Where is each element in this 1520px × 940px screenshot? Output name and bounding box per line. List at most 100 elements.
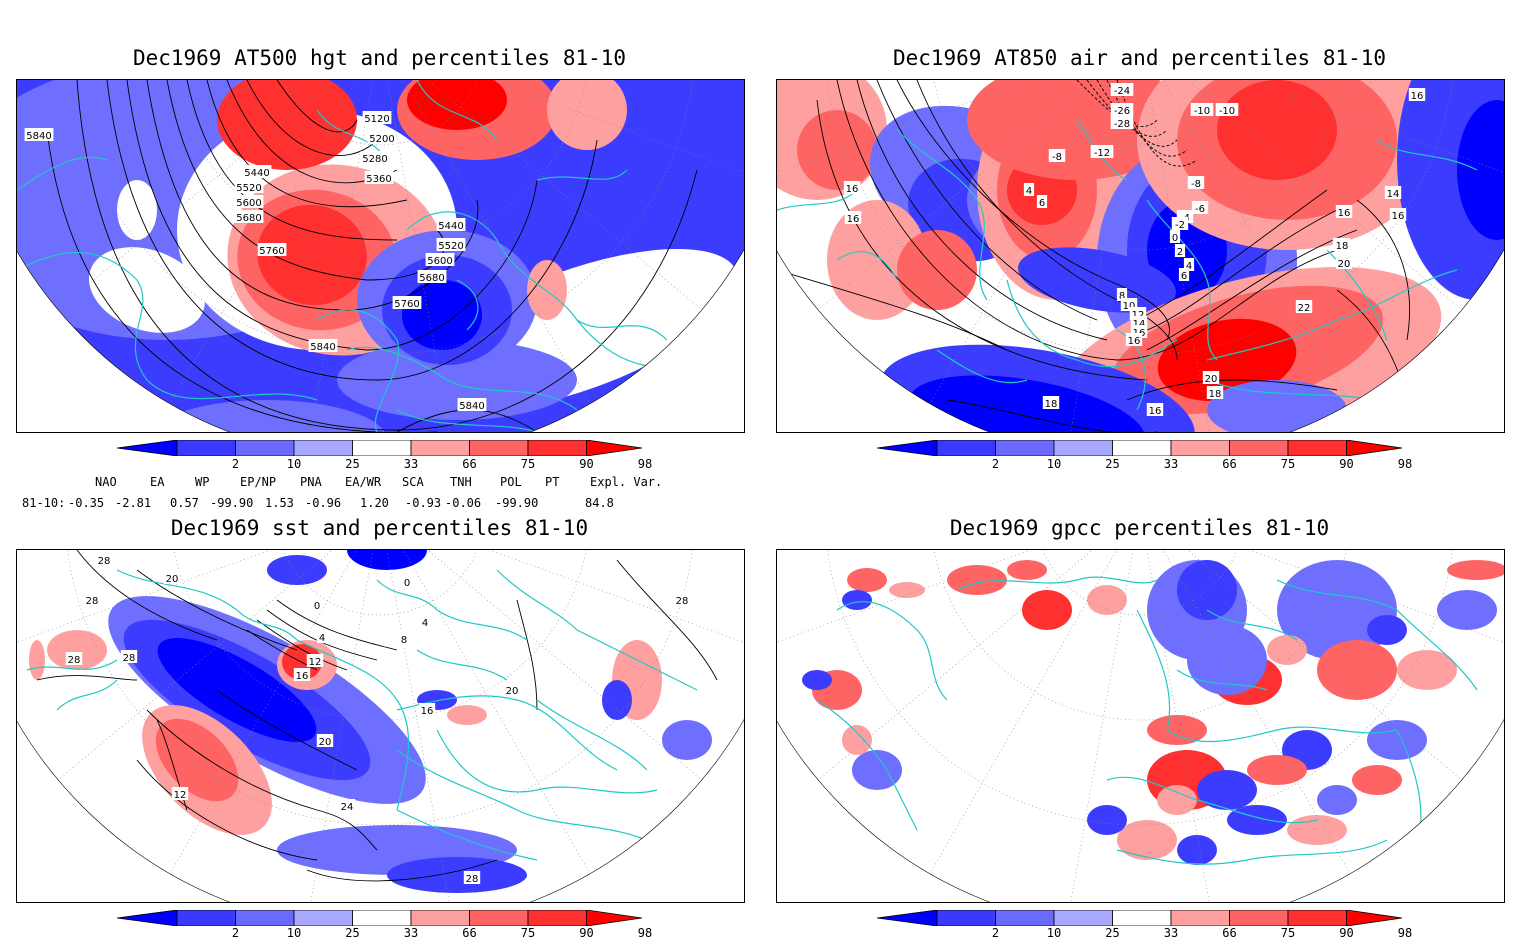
index-value: -0.06	[445, 496, 482, 510]
anomaly-shade	[1397, 650, 1457, 690]
contour-label-box	[1116, 288, 1128, 301]
anomaly-shade	[1087, 805, 1127, 835]
contour-label-box	[1191, 201, 1209, 214]
colorbar-tick-label: 10	[1046, 457, 1062, 471]
contour-label-box	[65, 652, 83, 665]
contour-label-box	[1206, 386, 1224, 399]
colorbar-segment	[235, 909, 295, 927]
contour-label-box	[1174, 244, 1186, 257]
index-header: EA	[150, 475, 165, 489]
panel-4-map	[776, 549, 1505, 903]
anomaly-shade	[802, 670, 832, 690]
contour-label-box	[1146, 403, 1164, 416]
colorbar-1	[116, 439, 643, 457]
contour-label-box	[1110, 103, 1134, 116]
colorbar-segment	[995, 909, 1055, 927]
contour-labels: 5840 5120 5200 5280 5360 5440 5520 5600 5680 5760…	[24, 111, 487, 412]
contour-label: 6	[1181, 271, 1187, 282]
contour-label-box	[1335, 205, 1353, 218]
colorbar-tick-label: 2	[991, 457, 1000, 471]
contour-label-box	[1110, 116, 1134, 129]
anomaly-shade	[88, 247, 206, 333]
teleconnection-headers: NAO EA WP EP/NP PNA EA/WR SCA TNH POL PT Expl. Var…	[0, 475, 700, 491]
contour-label: 28	[68, 655, 81, 666]
contour-label: 16	[1149, 406, 1162, 417]
panel-2-svg: -24-26-28-10-1016-8-1246-8-6-4-202468101…	[777, 80, 1504, 432]
anomaly-shade	[1287, 815, 1347, 845]
index-header: EA/WR	[345, 475, 382, 489]
contour-label: 5440	[244, 168, 269, 179]
anomaly-shade	[1157, 785, 1197, 815]
colorbar-arrow-low	[116, 909, 178, 927]
contour-label: 18	[1336, 241, 1349, 252]
anomaly-shade	[1352, 765, 1402, 795]
contour-label-box	[311, 598, 323, 611]
contour-label-box	[1042, 396, 1060, 409]
contour-label: 28	[466, 874, 479, 885]
index-row-label: 81-10:	[22, 496, 66, 510]
contour-label: 28	[676, 596, 689, 607]
anomaly-shade	[1267, 635, 1307, 665]
anomaly-shade	[1247, 755, 1307, 785]
colorbar-tick-label: 75	[1280, 926, 1296, 940]
colorbar-segment	[293, 909, 353, 927]
anomaly-shade	[1007, 560, 1047, 580]
contour-label: 4	[319, 633, 325, 644]
contour-label-box	[364, 171, 394, 184]
contours	[36, 550, 718, 882]
contour-label-box	[503, 683, 521, 696]
index-value: 1.20	[360, 496, 389, 510]
anomaly-shade	[217, 80, 357, 170]
contour-label-box	[1110, 83, 1134, 96]
contour-label: 5440	[438, 221, 463, 232]
colorbar-arrow-high	[1346, 909, 1403, 927]
colorbar-tick-label: 10	[286, 926, 302, 940]
contour-label: 14	[1133, 319, 1146, 330]
anomaly-shade	[852, 750, 902, 790]
colorbar-segment	[235, 439, 295, 457]
contour-label: 16	[846, 184, 859, 195]
colorbar-segment	[1112, 909, 1172, 927]
colorbar-tick-label: 98	[637, 457, 653, 471]
contour-label-box	[234, 195, 264, 208]
contour-label: 16	[1128, 336, 1141, 347]
contour-label-box	[1183, 258, 1195, 271]
contour-label-box	[1187, 176, 1205, 189]
contour-label: 10	[1123, 301, 1136, 312]
contour-label-box	[242, 165, 272, 178]
colorbar-segment	[352, 909, 412, 927]
contour-label: 20	[319, 737, 332, 748]
colorbar-tick-label: 90	[579, 457, 594, 471]
colorbar-segment	[293, 439, 353, 457]
index-header: EP/NP	[240, 475, 277, 489]
colorbar-tick-label: 2	[991, 926, 1000, 940]
anomaly-shade	[602, 680, 632, 720]
index-header: PNA	[300, 475, 322, 489]
contour-label: 20	[506, 686, 519, 697]
contour-label-box	[457, 398, 487, 411]
colorbar-segment	[352, 439, 412, 457]
contour-label-box	[1090, 145, 1114, 158]
contour-label: 5680	[236, 213, 261, 224]
anomaly-shade	[547, 80, 627, 150]
contour-label-box	[436, 218, 466, 231]
contour-label: 5360	[366, 174, 391, 185]
index-header: WP	[195, 475, 210, 489]
colorbar-segment	[1287, 439, 1347, 457]
contour-label: 20	[1205, 374, 1218, 385]
contour-label-box	[257, 243, 287, 256]
anomaly-shade	[1187, 625, 1267, 695]
panel-2-map: -24-26-28-10-1016-8-1246-8-6-4-202468101…	[776, 79, 1505, 433]
colorbar-arrow-low	[876, 439, 938, 457]
anomaly-shade	[1177, 560, 1237, 620]
contour-label: 0	[1172, 233, 1178, 244]
index-header: PT	[545, 475, 560, 489]
colorbar-tick-label: 2	[231, 457, 240, 471]
contour-label: 24	[341, 802, 354, 813]
anomaly-shade	[797, 110, 877, 190]
colorbar-tick-label: 90	[579, 926, 594, 940]
shading	[777, 550, 1504, 902]
